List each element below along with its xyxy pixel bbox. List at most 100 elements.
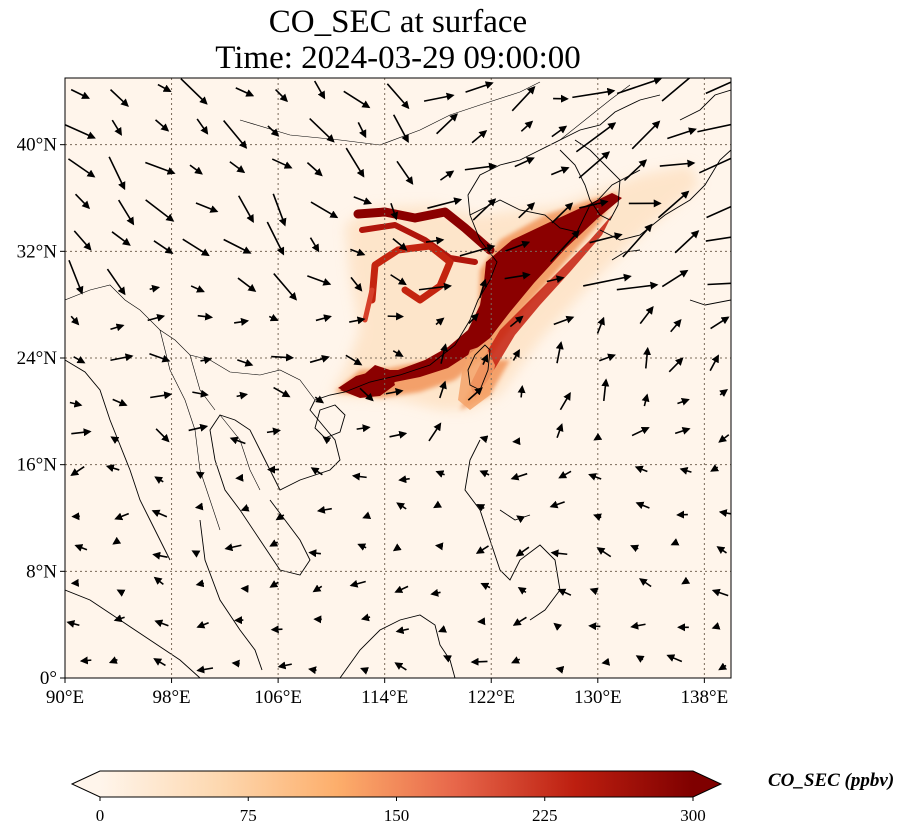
wind-arrow-67 xyxy=(237,195,254,223)
coastline-bay-bengal xyxy=(65,359,171,561)
wind-arrow-102 xyxy=(315,314,332,323)
wind-arrow-155 xyxy=(433,500,443,509)
wind-arrow-211 xyxy=(579,199,609,209)
wind-arrow-59 xyxy=(194,502,204,511)
coastline-hainan xyxy=(314,404,346,439)
wind-arrow-249 xyxy=(674,427,691,435)
wind-arrow-205 xyxy=(557,588,572,596)
wind-arrow-117 xyxy=(350,276,363,292)
wind-arrow-42 xyxy=(154,476,164,484)
wind-arrow-28 xyxy=(112,536,122,545)
wind-arrow-235 xyxy=(635,501,650,510)
wind-arrow-146 xyxy=(439,170,455,181)
wind-arrow-27 xyxy=(114,512,130,521)
wind-arrow-143 xyxy=(394,662,407,671)
wind-arrow-224 xyxy=(616,78,663,95)
lon-tick-label-2: 106°E xyxy=(254,687,302,708)
wind-arrow-242 xyxy=(659,159,696,168)
wind-arrow-266 xyxy=(710,464,720,472)
wind-arrow-252 xyxy=(670,538,680,546)
wind-arrow-207 xyxy=(555,665,565,674)
wind-arrow-220 xyxy=(596,547,612,558)
wind-arrow-150 xyxy=(435,317,445,326)
wind-arrow-101 xyxy=(307,275,332,286)
wind-arrow-45 xyxy=(153,576,164,585)
lon-tick-label-5: 130°E xyxy=(574,687,622,708)
plume-loop-2 xyxy=(362,287,375,323)
wind-arrow-109 xyxy=(312,584,323,593)
wind-arrow-53 xyxy=(190,285,205,293)
wind-arrow-125 xyxy=(349,579,366,588)
colorbar-tick-label-0: 0 xyxy=(96,806,105,825)
wind-arrow-196 xyxy=(549,230,580,263)
wind-arrow-183 xyxy=(512,349,520,361)
lat-tick-label-3: 24°N xyxy=(17,348,58,369)
wind-arrow-232 xyxy=(641,393,650,407)
wind-arrow-256 xyxy=(705,81,731,95)
wind-arrow-87 xyxy=(271,353,295,362)
wind-arrow-103 xyxy=(309,354,330,364)
wind-arrow-5 xyxy=(68,259,84,295)
wind-arrow-1 xyxy=(65,123,96,139)
wind-arrow-129 xyxy=(392,114,409,143)
wind-arrow-236 xyxy=(630,544,640,553)
wind-arrow-184 xyxy=(517,384,526,398)
wind-arrow-29 xyxy=(116,589,126,597)
wind-arrow-96 xyxy=(313,80,326,100)
wind-arrow-88 xyxy=(273,386,291,398)
wind-arrow-188 xyxy=(515,546,530,557)
wind-arrow-142 xyxy=(395,626,409,635)
wind-arrow-164 xyxy=(459,244,496,257)
longitude-ticks: 90°E 98°E 106°E 114°E 122°E 130°E 138°E xyxy=(46,678,728,708)
plume-north-branch-2 xyxy=(359,222,478,265)
wind-arrow-69 xyxy=(237,277,257,292)
wind-arrow-225 xyxy=(631,120,661,150)
lat-tick-label-4: 32°N xyxy=(17,241,58,262)
plume-loop xyxy=(368,242,454,304)
wind-arrow-63 xyxy=(196,665,214,674)
wind-arrow-32 xyxy=(157,83,172,93)
title-line-1: CO_SEC at surface xyxy=(268,4,528,40)
wind-arrow-38 xyxy=(147,313,166,322)
wind-arrow-64 xyxy=(235,87,255,97)
wind-arrow-123 xyxy=(362,511,372,519)
wind-arrow-41 xyxy=(155,428,170,443)
wind-arrow-75 xyxy=(240,504,250,512)
wind-arrow-141 xyxy=(394,585,409,593)
wind-arrow-48 xyxy=(180,78,208,105)
wind-arrow-172 xyxy=(475,545,489,554)
wind-arrow-76 xyxy=(224,543,242,552)
wind-arrow-160 xyxy=(465,81,494,93)
colorbar-extend-min xyxy=(72,771,100,797)
wind-arrow-114 xyxy=(345,147,365,178)
lat-tick-label-1: 8°N xyxy=(26,561,57,582)
wind-arrow-65 xyxy=(223,120,248,149)
wind-arrow-68 xyxy=(223,238,252,254)
wind-arrow-60 xyxy=(191,550,201,558)
wind-arrow-121 xyxy=(356,424,371,433)
colorbar-tick-label-1: 75 xyxy=(240,806,257,825)
coastline-mainland xyxy=(209,169,731,576)
wind-arrow-243 xyxy=(657,190,690,219)
wind-arrow-162 xyxy=(464,162,497,171)
wind-arrow-124 xyxy=(357,543,367,551)
colorbar-tick-label-3: 225 xyxy=(532,806,558,825)
lon-tick-label-0: 90°E xyxy=(46,687,84,708)
colorbar-ticks: 0 75 150 225 300 xyxy=(96,797,706,825)
wind-arrow-147 xyxy=(427,197,463,209)
wind-arrow-14 xyxy=(66,620,80,628)
wind-arrow-218 xyxy=(588,473,602,481)
wind-arrow-265 xyxy=(718,434,730,443)
wind-arrow-210 xyxy=(578,151,611,179)
wind-arrow-136 xyxy=(385,388,404,396)
wind-arrow-40 xyxy=(150,391,173,400)
wind-arrow-98 xyxy=(306,162,323,177)
wind-arrow-245 xyxy=(661,269,689,288)
plume-core xyxy=(338,193,622,398)
wind-arrow-191 xyxy=(511,656,521,664)
wind-arrow-158 xyxy=(438,625,448,633)
wind-arrow-116 xyxy=(350,248,366,257)
wind-arrow-137 xyxy=(389,430,408,439)
wind-arrow-112 xyxy=(343,90,371,109)
coastline-borneo xyxy=(339,614,456,678)
